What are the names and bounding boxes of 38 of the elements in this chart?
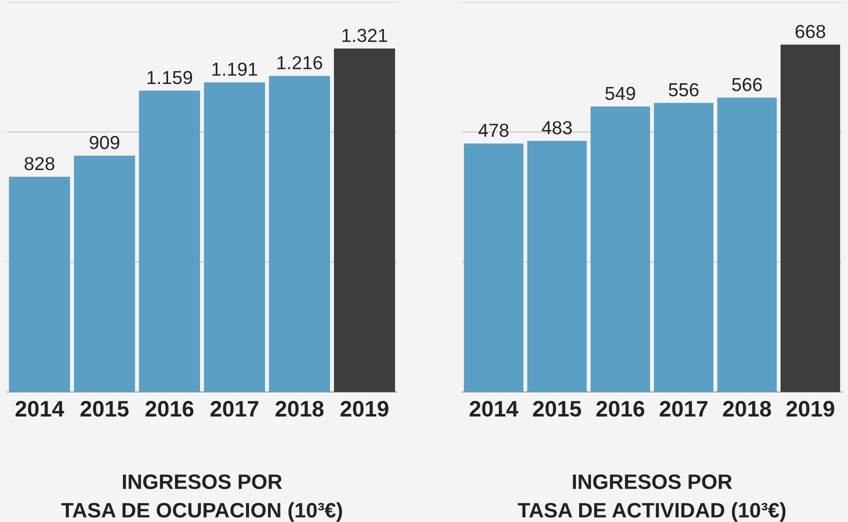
bar [590, 106, 650, 392]
bar [8, 176, 70, 392]
x-tick-label: 2015 [80, 400, 129, 417]
bar [138, 90, 200, 392]
bar [717, 98, 777, 392]
x-tick-label: 2018 [723, 400, 772, 417]
data-label: 483 [542, 121, 572, 134]
x-tick-label: 2015 [533, 400, 582, 417]
data-label: 478 [478, 124, 508, 137]
x-tick-label: 2016 [596, 400, 644, 417]
bar [334, 48, 396, 392]
data-label: 549 [605, 86, 636, 100]
data-label: 1.321 [342, 28, 388, 42]
x-axis-title: INGRESOS POR TASA DE ACTIVIDAD (10³€) [518, 474, 786, 522]
data-label: 909 [90, 136, 120, 150]
x-tick-label: 2018 [276, 400, 324, 417]
x-tick-label: 2019 [340, 400, 388, 417]
data-label: 1.191 [212, 62, 258, 76]
bar [780, 44, 840, 392]
data-label: 828 [24, 156, 54, 170]
data-label: 1.216 [277, 56, 322, 70]
bar [204, 82, 266, 392]
bar [527, 140, 587, 392]
x-tick-label: 2017 [210, 400, 258, 417]
data-label: 566 [732, 78, 762, 92]
x-tick-label: 2014 [470, 400, 518, 417]
bar [74, 156, 136, 392]
data-label: 1.159 [147, 70, 192, 84]
bar [654, 102, 714, 392]
x-tick-label: 2017 [660, 400, 708, 417]
x-tick-label: 2016 [146, 400, 194, 417]
data-label: 668 [796, 24, 826, 38]
data-label: 556 [668, 83, 698, 96]
bar [268, 76, 330, 392]
x-tick-label: 2014 [16, 400, 64, 417]
x-tick-label: 2019 [786, 400, 834, 417]
x-axis-title: INGRESOS POR TASA DE OCUPACION (10³€) [61, 474, 342, 522]
bar [464, 143, 524, 392]
